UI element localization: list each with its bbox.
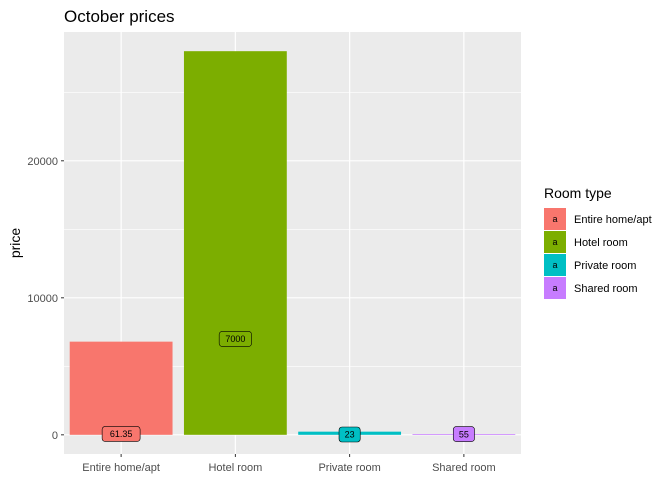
legend-key: [544, 277, 566, 299]
legend-key: [544, 208, 566, 230]
legend-label: Hotel room: [574, 237, 628, 249]
x-axis: Entire home/apt Hotel room Private room Sha…: [82, 454, 496, 474]
x-tick-label: Shared room: [432, 462, 496, 474]
chart-title: October prices: [64, 7, 175, 26]
y-tick-label: 0: [52, 430, 58, 442]
legend-key-glyph: a: [552, 283, 557, 293]
legend: Room type a Entire home/apt a Hotel room a Pr…: [544, 185, 652, 299]
legend-label: Entire home/apt: [574, 214, 652, 226]
legend-title: Room type: [544, 185, 612, 201]
y-tick-label: 20000: [27, 156, 58, 168]
data-labels: 61.35 7000 23 55: [101, 331, 475, 443]
legend-key: [544, 254, 566, 276]
x-tick-label: Private room: [318, 462, 380, 474]
data-label-box: [218, 331, 252, 347]
x-tick-label: Entire home/apt: [82, 462, 160, 474]
data-label: 23: [345, 430, 355, 440]
legend-key-glyph: a: [552, 214, 557, 224]
bar: [183, 51, 287, 435]
legend-key-glyph: a: [552, 260, 557, 270]
data-label: 55: [459, 429, 469, 439]
data-label-box: [101, 426, 141, 442]
y-axis-title: price: [7, 228, 23, 259]
bars: [69, 51, 516, 435]
data-label-box: [452, 426, 475, 442]
y-tick-label: 10000: [27, 293, 58, 305]
legend-key: [544, 231, 566, 253]
data-label: 7000: [225, 334, 245, 344]
data-label-box: [338, 426, 361, 443]
x-tick-label: Hotel room: [208, 462, 262, 474]
legend-key-glyph: a: [552, 237, 557, 247]
legend-label: Private room: [574, 260, 636, 272]
data-label: 61.35: [110, 429, 133, 439]
y-axis: 0 10000 20000: [27, 156, 64, 442]
legend-label: Shared room: [574, 283, 638, 295]
bar: [69, 341, 173, 435]
legend-items: a Entire home/apt a Hotel room a Private room…: [544, 208, 652, 299]
